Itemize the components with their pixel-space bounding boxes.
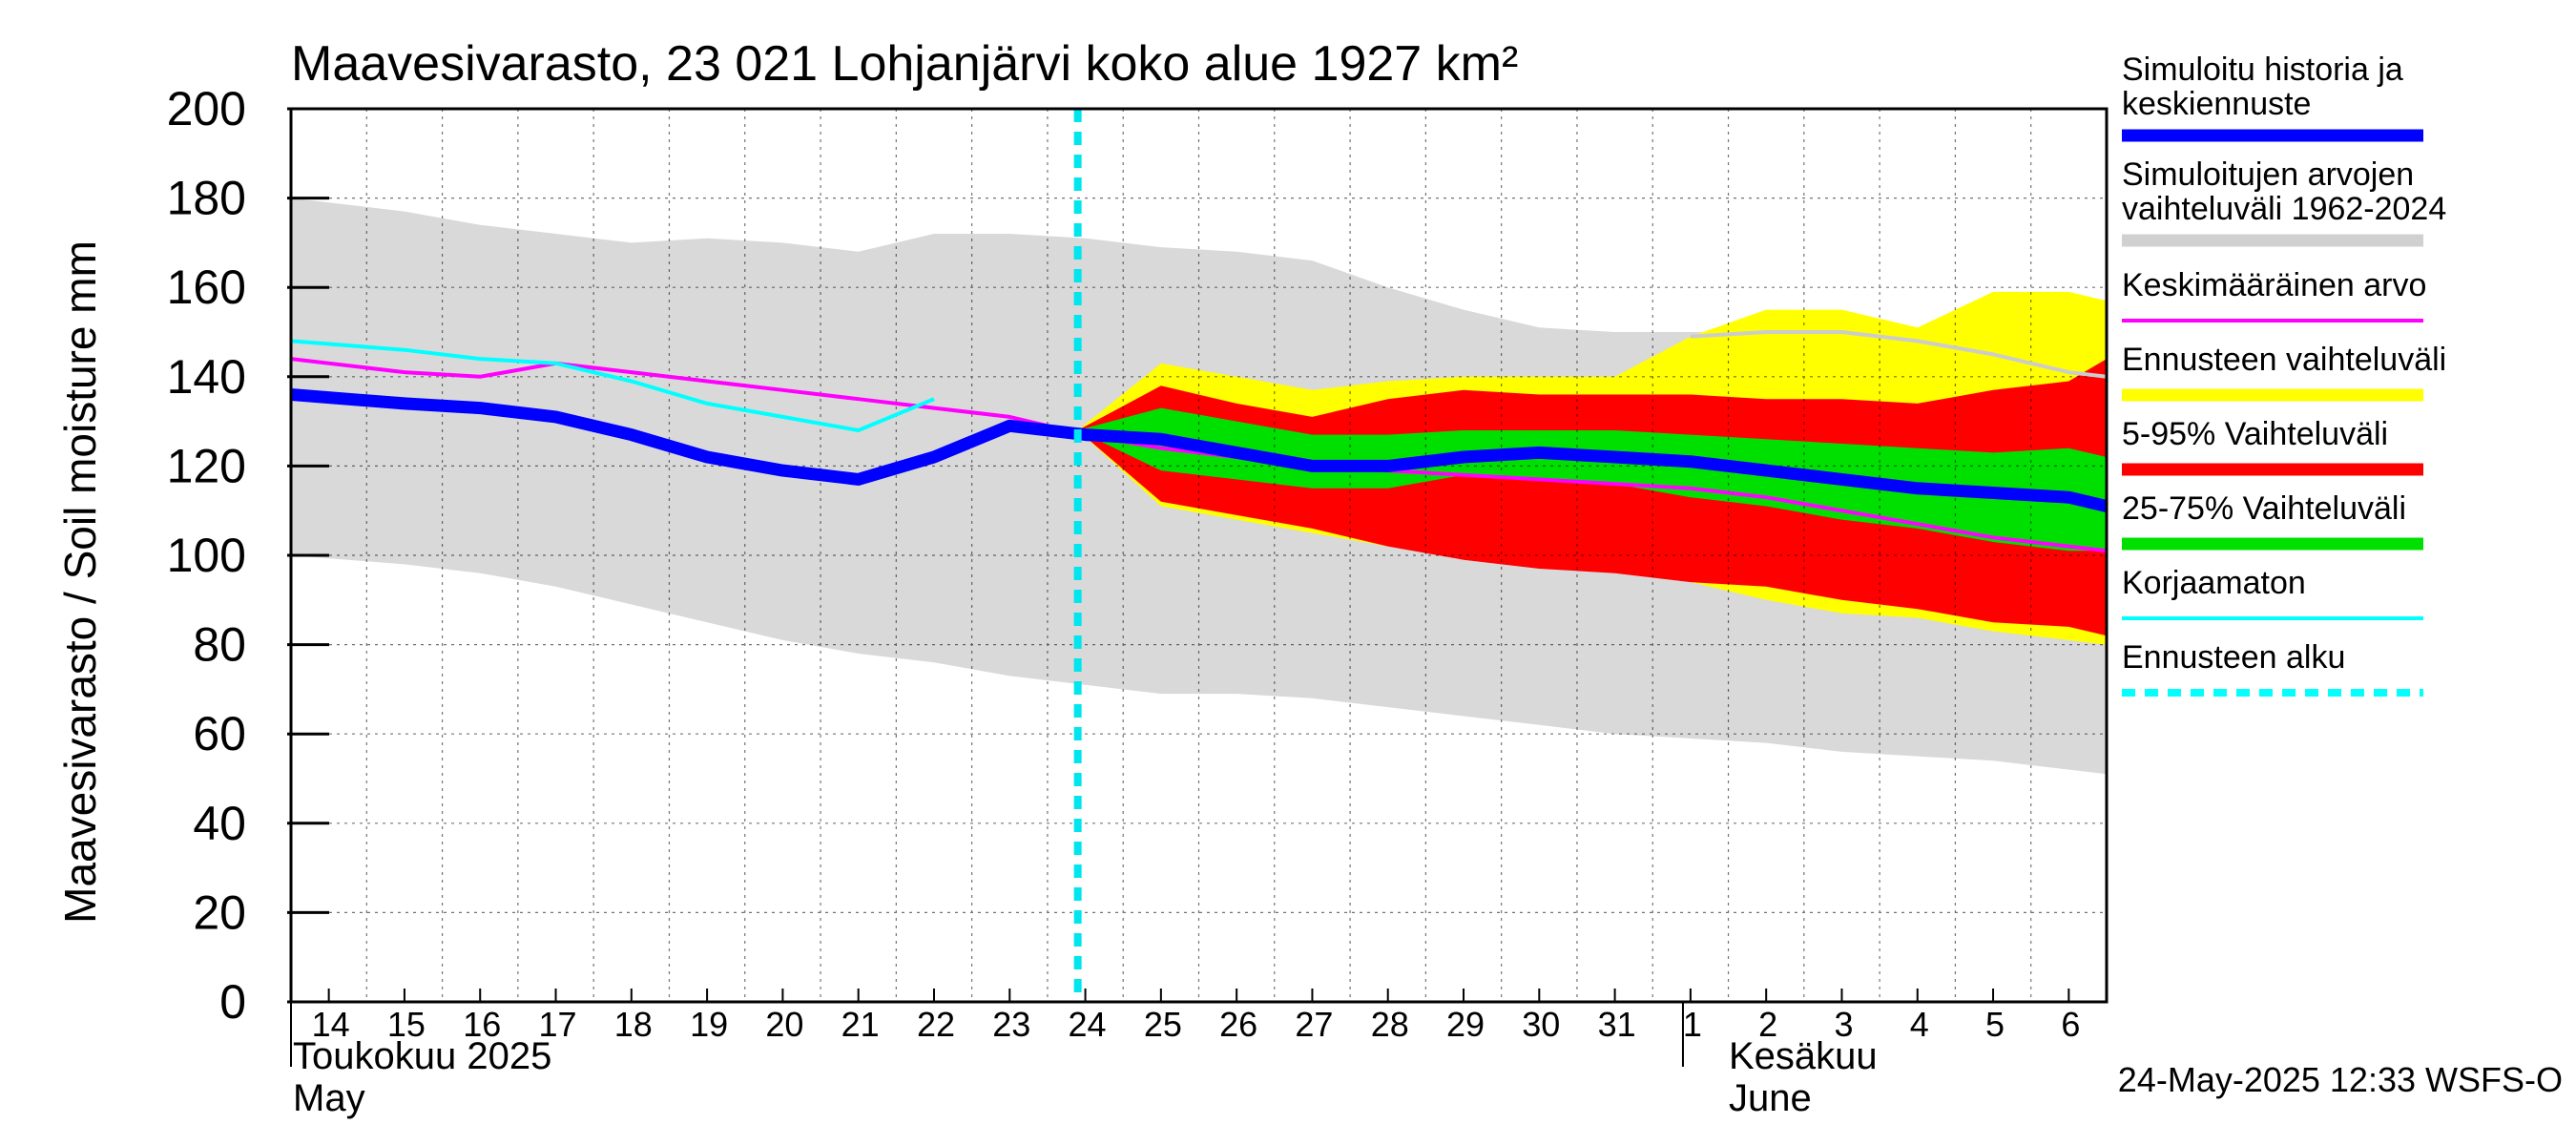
- y-tick-label: 40: [193, 797, 246, 850]
- timestamp: 24-May-2025 12:33 WSFS-O: [2118, 1060, 2563, 1099]
- y-tick-label: 0: [219, 975, 246, 1029]
- legend-label-line: Simuloitu historia ja: [2122, 52, 2403, 88]
- series-band-25-75: [1077, 407, 2107, 552]
- series-main: [291, 388, 2107, 512]
- x-tick-label: 30: [1522, 1005, 1560, 1044]
- x-tick-label: 14: [312, 1005, 350, 1044]
- legend-label: Simuloitujen arvojen vaihteluväli 1962-20…: [2122, 156, 2446, 227]
- legend-label: 25-75% Vaihteluväli: [2122, 490, 2406, 527]
- x-tick-label: 28: [1371, 1005, 1409, 1044]
- x-tick-label: 16: [463, 1005, 501, 1044]
- y-tick-label: 100: [167, 529, 246, 582]
- x-tick-label: 2: [1758, 1005, 1777, 1044]
- x-tick-label: 5: [1985, 1005, 2005, 1044]
- legend-label: Korjaamaton: [2122, 565, 2306, 601]
- y-tick-label: 160: [167, 260, 246, 314]
- plot-content: [291, 109, 2107, 1002]
- legend-label: Ennusteen alku: [2122, 639, 2345, 676]
- y-tick-label: 120: [167, 439, 246, 492]
- legend-item: Simuloitu historia ja keskiennuste: [2122, 52, 2423, 142]
- month-label-june-fi: Kesäkuu: [1729, 1035, 1878, 1077]
- x-tick-label: 18: [614, 1005, 653, 1044]
- y-tick-label: 180: [167, 172, 246, 225]
- x-tick-label: 19: [690, 1005, 728, 1044]
- y-tick-label: 140: [167, 350, 246, 404]
- x-tick-label: 15: [387, 1005, 426, 1044]
- legend-label: Simuloitu historia ja keskiennuste: [2122, 52, 2403, 122]
- legend-item: Korjaamaton: [2122, 565, 2423, 620]
- plot-area: [291, 109, 2107, 1002]
- x-tick-label: 31: [1598, 1005, 1636, 1044]
- y-tick-label: 20: [193, 885, 246, 939]
- legend-label: 5-95% Vaihteluväli: [2122, 416, 2388, 452]
- x-tick-label: 3: [1834, 1005, 1853, 1044]
- month-label-may-fi: Toukokuu 2025: [293, 1035, 551, 1077]
- x-tick-label: 1: [1683, 1005, 1702, 1044]
- x-tick-label: 23: [992, 1005, 1030, 1044]
- legend-label-line: keskiennuste: [2122, 86, 2311, 122]
- y-tick-label: 200: [167, 82, 246, 135]
- x-tick-label: 22: [917, 1005, 955, 1044]
- series-mean-upper-tail: [1690, 330, 2107, 379]
- series-band-5-95: [1077, 359, 2107, 636]
- month-label-may-en: May: [293, 1077, 365, 1119]
- legend-item: Ennusteen alku: [2122, 639, 2423, 697]
- x-tick-label: 26: [1219, 1005, 1257, 1044]
- x-tick-label: 29: [1446, 1005, 1485, 1044]
- x-tick-label: 21: [841, 1005, 880, 1044]
- x-tick-label: 25: [1144, 1005, 1182, 1044]
- y-tick-label: 80: [193, 618, 246, 672]
- series-uncorrected: [291, 339, 935, 432]
- legend: Simuloitu historia ja keskiennusteSimuloi…: [2122, 52, 2446, 697]
- month-label-june-en: June: [1729, 1077, 1812, 1119]
- legend-label: Keskimääräinen arvo: [2122, 267, 2426, 303]
- x-tick-label: 27: [1295, 1005, 1333, 1044]
- legend-label-line: Simuloitujen arvojen: [2122, 156, 2414, 193]
- legend-item: Simuloitujen arvojen vaihteluväli 1962-20…: [2122, 156, 2446, 247]
- legend-label-line: vaihteluväli 1962-2024: [2122, 191, 2446, 227]
- chart-title: Maavesivarasto, 23 021 Lohjanjärvi koko …: [291, 36, 1518, 92]
- legend-item: Keskimääräinen arvo: [2122, 267, 2426, 323]
- y-tick-label: 60: [193, 707, 246, 760]
- x-tick-label: 6: [2061, 1005, 2080, 1044]
- grid: [291, 109, 2107, 1002]
- x-tick-label: 17: [538, 1005, 576, 1044]
- legend-item: Ennusteen vaihteluväli: [2122, 342, 2446, 402]
- legend-item: 25-75% Vaihteluväli: [2122, 490, 2423, 551]
- y-axis-label: Maavesivarasto / Soil moisture mm: [55, 240, 105, 924]
- legend-item: 5-95% Vaihteluväli: [2122, 416, 2423, 476]
- legend-label: Ennusteen vaihteluväli: [2122, 342, 2446, 378]
- x-tick-label: 20: [765, 1005, 803, 1044]
- x-tick-label: 4: [1910, 1005, 1929, 1044]
- x-tick-label: 24: [1069, 1005, 1107, 1044]
